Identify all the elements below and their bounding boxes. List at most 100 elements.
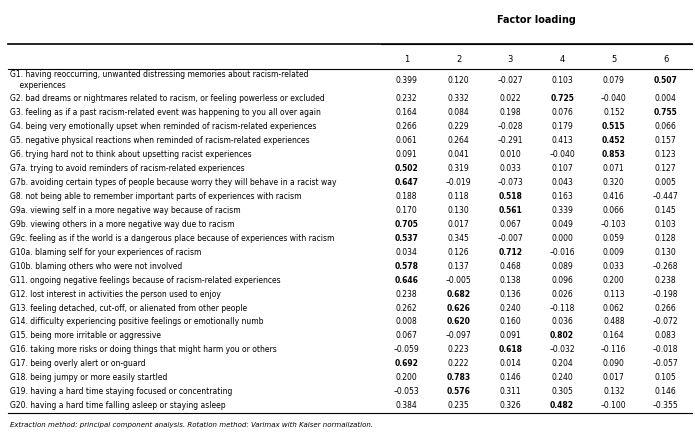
Text: 0.188: 0.188: [396, 192, 418, 201]
Text: G18. being jumpy or more easily startled: G18. being jumpy or more easily startled: [10, 373, 167, 382]
Text: –0.097: –0.097: [445, 332, 471, 341]
Text: 0.091: 0.091: [500, 332, 521, 341]
Text: 0.136: 0.136: [500, 289, 521, 298]
Text: 0.647: 0.647: [395, 178, 419, 186]
Text: 0.222: 0.222: [448, 360, 469, 369]
Text: 0.198: 0.198: [500, 108, 521, 117]
Text: 0.008: 0.008: [396, 317, 418, 326]
Text: 0.232: 0.232: [396, 94, 418, 103]
Text: –0.268: –0.268: [653, 262, 678, 270]
Text: 0.152: 0.152: [603, 108, 625, 117]
Text: G14. difficulty experiencing positive feelings or emotionally numb: G14. difficulty experiencing positive fe…: [10, 317, 264, 326]
Text: 0.413: 0.413: [551, 136, 573, 145]
Text: G20. having a hard time falling asleep or staying asleep: G20. having a hard time falling asleep o…: [10, 401, 226, 410]
Text: 0.145: 0.145: [655, 206, 676, 214]
Text: 0.705: 0.705: [395, 220, 418, 229]
Text: 0.515: 0.515: [602, 122, 626, 131]
Text: 0.620: 0.620: [447, 317, 471, 326]
Text: 0.089: 0.089: [551, 262, 573, 270]
Text: 0.066: 0.066: [603, 206, 625, 214]
Text: 0.384: 0.384: [396, 401, 418, 410]
Text: –0.028: –0.028: [498, 122, 523, 131]
Text: G16. taking more risks or doing things that might harm you or others: G16. taking more risks or doing things t…: [10, 345, 277, 354]
Text: 0.033: 0.033: [500, 164, 521, 173]
Text: 0.561: 0.561: [498, 206, 522, 214]
Text: G10b. blaming others who were not involved: G10b. blaming others who were not involv…: [10, 262, 183, 270]
Text: 0.137: 0.137: [448, 262, 469, 270]
Text: 0.576: 0.576: [447, 388, 471, 396]
Text: G2. bad dreams or nightmares related to racism, or feeling powerless or excluded: G2. bad dreams or nightmares related to …: [10, 94, 325, 103]
Text: 0.000: 0.000: [551, 234, 573, 242]
Text: 0.160: 0.160: [500, 317, 521, 326]
Text: 0.049: 0.049: [551, 220, 573, 229]
Text: 0.123: 0.123: [655, 150, 676, 159]
Text: 0.264: 0.264: [448, 136, 469, 145]
Text: 0.017: 0.017: [448, 220, 469, 229]
Text: –0.019: –0.019: [445, 178, 471, 186]
Text: 0.200: 0.200: [396, 373, 418, 382]
Text: –0.057: –0.057: [653, 360, 678, 369]
Text: 0.238: 0.238: [655, 276, 676, 285]
Text: G17. being overly alert or on-guard: G17. being overly alert or on-guard: [10, 360, 146, 369]
Text: 0.022: 0.022: [500, 94, 521, 103]
Text: 0.578: 0.578: [395, 262, 419, 270]
Text: G1. having reoccurring, unwanted distressing memories about racism-related
    e: G1. having reoccurring, unwanted distres…: [10, 70, 309, 90]
Text: –0.073: –0.073: [498, 178, 523, 186]
Text: –0.100: –0.100: [601, 401, 627, 410]
Text: 0.179: 0.179: [551, 122, 573, 131]
Text: 0.783: 0.783: [446, 373, 471, 382]
Text: 0.126: 0.126: [448, 248, 469, 257]
Text: 0.200: 0.200: [603, 276, 625, 285]
Text: Extraction method: principal component analysis. Rotation method: Varimax with K: Extraction method: principal component a…: [10, 422, 373, 428]
Text: 0.266: 0.266: [396, 122, 418, 131]
Text: 0.096: 0.096: [551, 276, 573, 285]
Text: –0.103: –0.103: [601, 220, 627, 229]
Text: G9c. feeling as if the world is a dangerous place because of experiences with ra: G9c. feeling as if the world is a danger…: [10, 234, 335, 242]
Text: 0.326: 0.326: [500, 401, 521, 410]
Text: 0.146: 0.146: [655, 388, 676, 396]
Text: –0.007: –0.007: [498, 234, 523, 242]
Text: 0.083: 0.083: [655, 332, 676, 341]
Text: 0.311: 0.311: [500, 388, 521, 396]
Text: 0.105: 0.105: [655, 373, 676, 382]
Text: G7b. avoiding certain types of people because worry they will behave in a racist: G7b. avoiding certain types of people be…: [10, 178, 337, 186]
Text: 0.062: 0.062: [603, 304, 625, 313]
Text: 0.170: 0.170: [396, 206, 418, 214]
Text: –0.059: –0.059: [394, 345, 420, 354]
Text: –0.027: –0.027: [498, 75, 523, 84]
Text: 0.130: 0.130: [448, 206, 469, 214]
Text: 0.262: 0.262: [396, 304, 418, 313]
Text: 0.518: 0.518: [498, 192, 522, 201]
Text: 0.067: 0.067: [396, 332, 418, 341]
Text: 5: 5: [611, 55, 616, 63]
Text: 0.853: 0.853: [602, 150, 626, 159]
Text: G5. negative physical reactions when reminded of racism-related experiences: G5. negative physical reactions when rem…: [10, 136, 310, 145]
Text: 0.067: 0.067: [500, 220, 521, 229]
Text: G19. having a hard time staying focused or concentrating: G19. having a hard time staying focused …: [10, 388, 233, 396]
Text: 0.132: 0.132: [603, 388, 625, 396]
Text: 0.071: 0.071: [603, 164, 625, 173]
Text: G4. being very emotionally upset when reminded of racism-related experiences: G4. being very emotionally upset when re…: [10, 122, 317, 131]
Text: 0.452: 0.452: [602, 136, 626, 145]
Text: –0.016: –0.016: [549, 248, 575, 257]
Text: 0.120: 0.120: [448, 75, 469, 84]
Text: 6: 6: [663, 55, 669, 63]
Text: 0.127: 0.127: [655, 164, 676, 173]
Text: 0.164: 0.164: [396, 108, 418, 117]
Text: –0.018: –0.018: [653, 345, 678, 354]
Text: 0.036: 0.036: [551, 317, 573, 326]
Text: 0.482: 0.482: [550, 401, 574, 410]
Text: 0.103: 0.103: [551, 75, 573, 84]
Text: 0.488: 0.488: [603, 317, 625, 326]
Text: 0.113: 0.113: [603, 289, 625, 298]
Text: –0.072: –0.072: [653, 317, 678, 326]
Text: 0.345: 0.345: [448, 234, 469, 242]
Text: –0.053: –0.053: [394, 388, 420, 396]
Text: –0.447: –0.447: [653, 192, 678, 201]
Text: 0.238: 0.238: [396, 289, 418, 298]
Text: 0.033: 0.033: [603, 262, 625, 270]
Text: 0.725: 0.725: [550, 94, 574, 103]
Text: G6. trying hard not to think about upsetting racist experiences: G6. trying hard not to think about upset…: [10, 150, 252, 159]
Text: –0.040: –0.040: [601, 94, 627, 103]
Text: 4: 4: [559, 55, 565, 63]
